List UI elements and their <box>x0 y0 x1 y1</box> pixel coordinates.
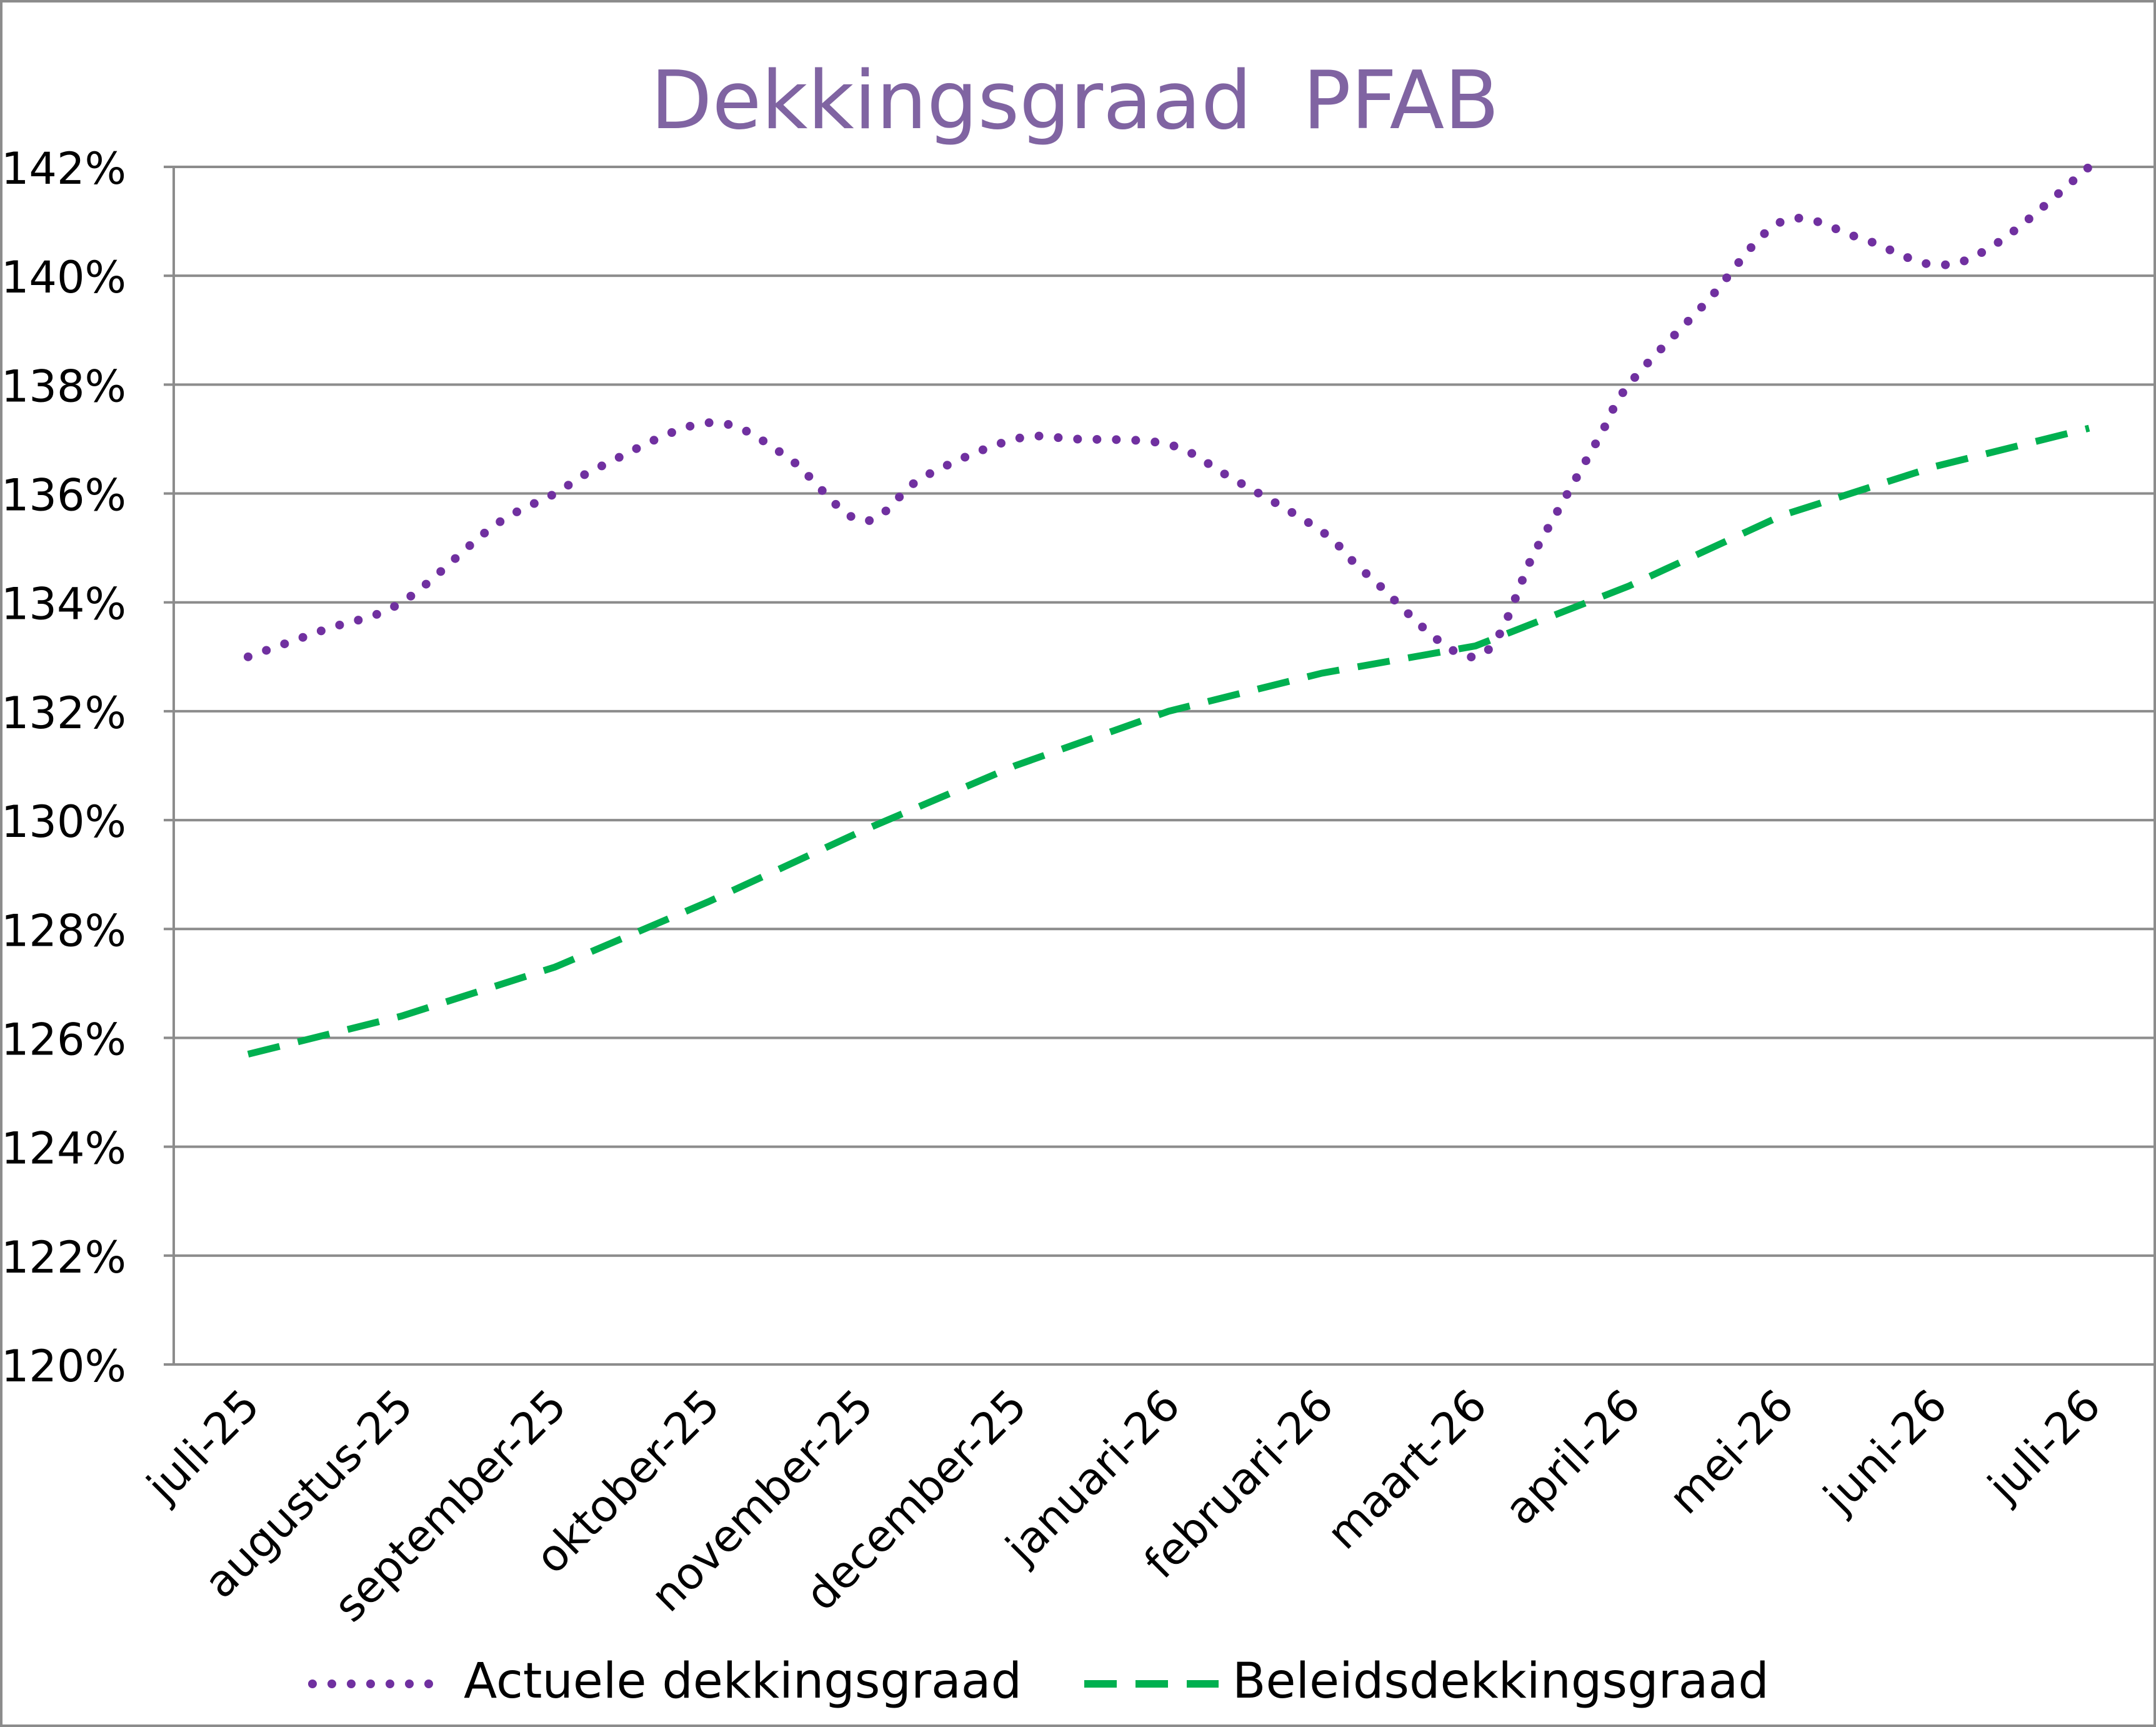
legend: Actuele dekkingsgraad Beleidsdekkingsgra… <box>308 1653 1769 1709</box>
y-tick-label: 136% <box>1 470 126 521</box>
gridlines <box>164 166 2155 1366</box>
y-tick-label: 138% <box>1 361 126 412</box>
axes <box>172 167 2155 1366</box>
y-tick-label: 126% <box>1 1014 126 1065</box>
y-axis-tick-labels: 120% 122% 124% 126% 128% 130% 132% 134% 136% 138%… <box>1 143 126 1392</box>
chart-title: Dekkingsgraad PFAB <box>651 54 1499 148</box>
series-line-actuele <box>244 163 2094 661</box>
y-tick-label: 122% <box>1 1232 126 1283</box>
series-lines <box>244 163 2094 1058</box>
y-tick-label: 142% <box>1 143 126 194</box>
series-line-beleids <box>247 424 2090 1058</box>
y-tick-label: 140% <box>1 252 126 303</box>
y-tick-label: 134% <box>1 579 126 630</box>
y-tick-label: 132% <box>1 688 126 739</box>
y-tick-label: 130% <box>1 796 126 848</box>
legend-label-beleids: Beleidsdekkingsgraad <box>1232 1653 1769 1709</box>
legend-label-actuele: Actuele dekkingsgraad <box>464 1653 1022 1709</box>
y-tick-label: 120% <box>1 1341 126 1392</box>
y-tick-label: 124% <box>1 1123 126 1174</box>
y-tick-label: 128% <box>1 905 126 956</box>
